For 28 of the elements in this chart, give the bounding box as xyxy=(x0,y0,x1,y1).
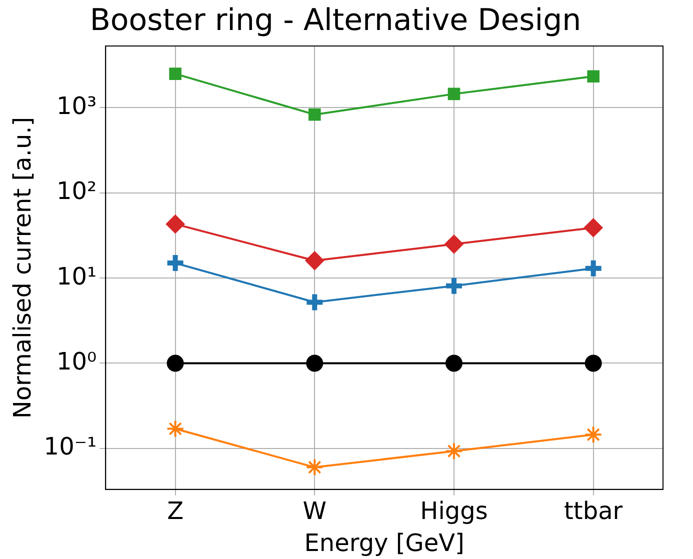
y-tick-label: 10⁰ xyxy=(56,347,97,376)
y-tick-label: 10² xyxy=(56,177,97,206)
point xyxy=(584,354,602,372)
y-axis-title: Normalised current [a.u.] xyxy=(8,116,37,419)
x-tick-label: Z xyxy=(167,497,184,526)
point xyxy=(584,218,603,238)
point xyxy=(445,354,462,372)
point xyxy=(587,70,600,83)
point xyxy=(306,458,324,476)
x-axis-title: Energy [GeV] xyxy=(304,528,464,557)
point xyxy=(169,68,182,80)
point xyxy=(305,251,324,270)
point xyxy=(306,354,324,372)
point xyxy=(584,426,602,444)
y-tick-label: 10⁻¹ xyxy=(44,432,97,461)
x-tick-label: Higgs xyxy=(420,497,488,526)
point xyxy=(166,354,184,372)
point xyxy=(166,214,185,234)
point xyxy=(444,234,464,254)
y-tick-label: 10¹ xyxy=(56,262,97,290)
chart-title: Booster ring - Alternative Design xyxy=(90,2,582,38)
point xyxy=(166,420,184,438)
point xyxy=(308,108,321,121)
x-tick-label: ttbar xyxy=(564,497,623,526)
point xyxy=(448,88,460,100)
point xyxy=(444,442,463,460)
x-tick-label: W xyxy=(302,497,327,526)
y-tick-label: 10³ xyxy=(56,92,97,120)
